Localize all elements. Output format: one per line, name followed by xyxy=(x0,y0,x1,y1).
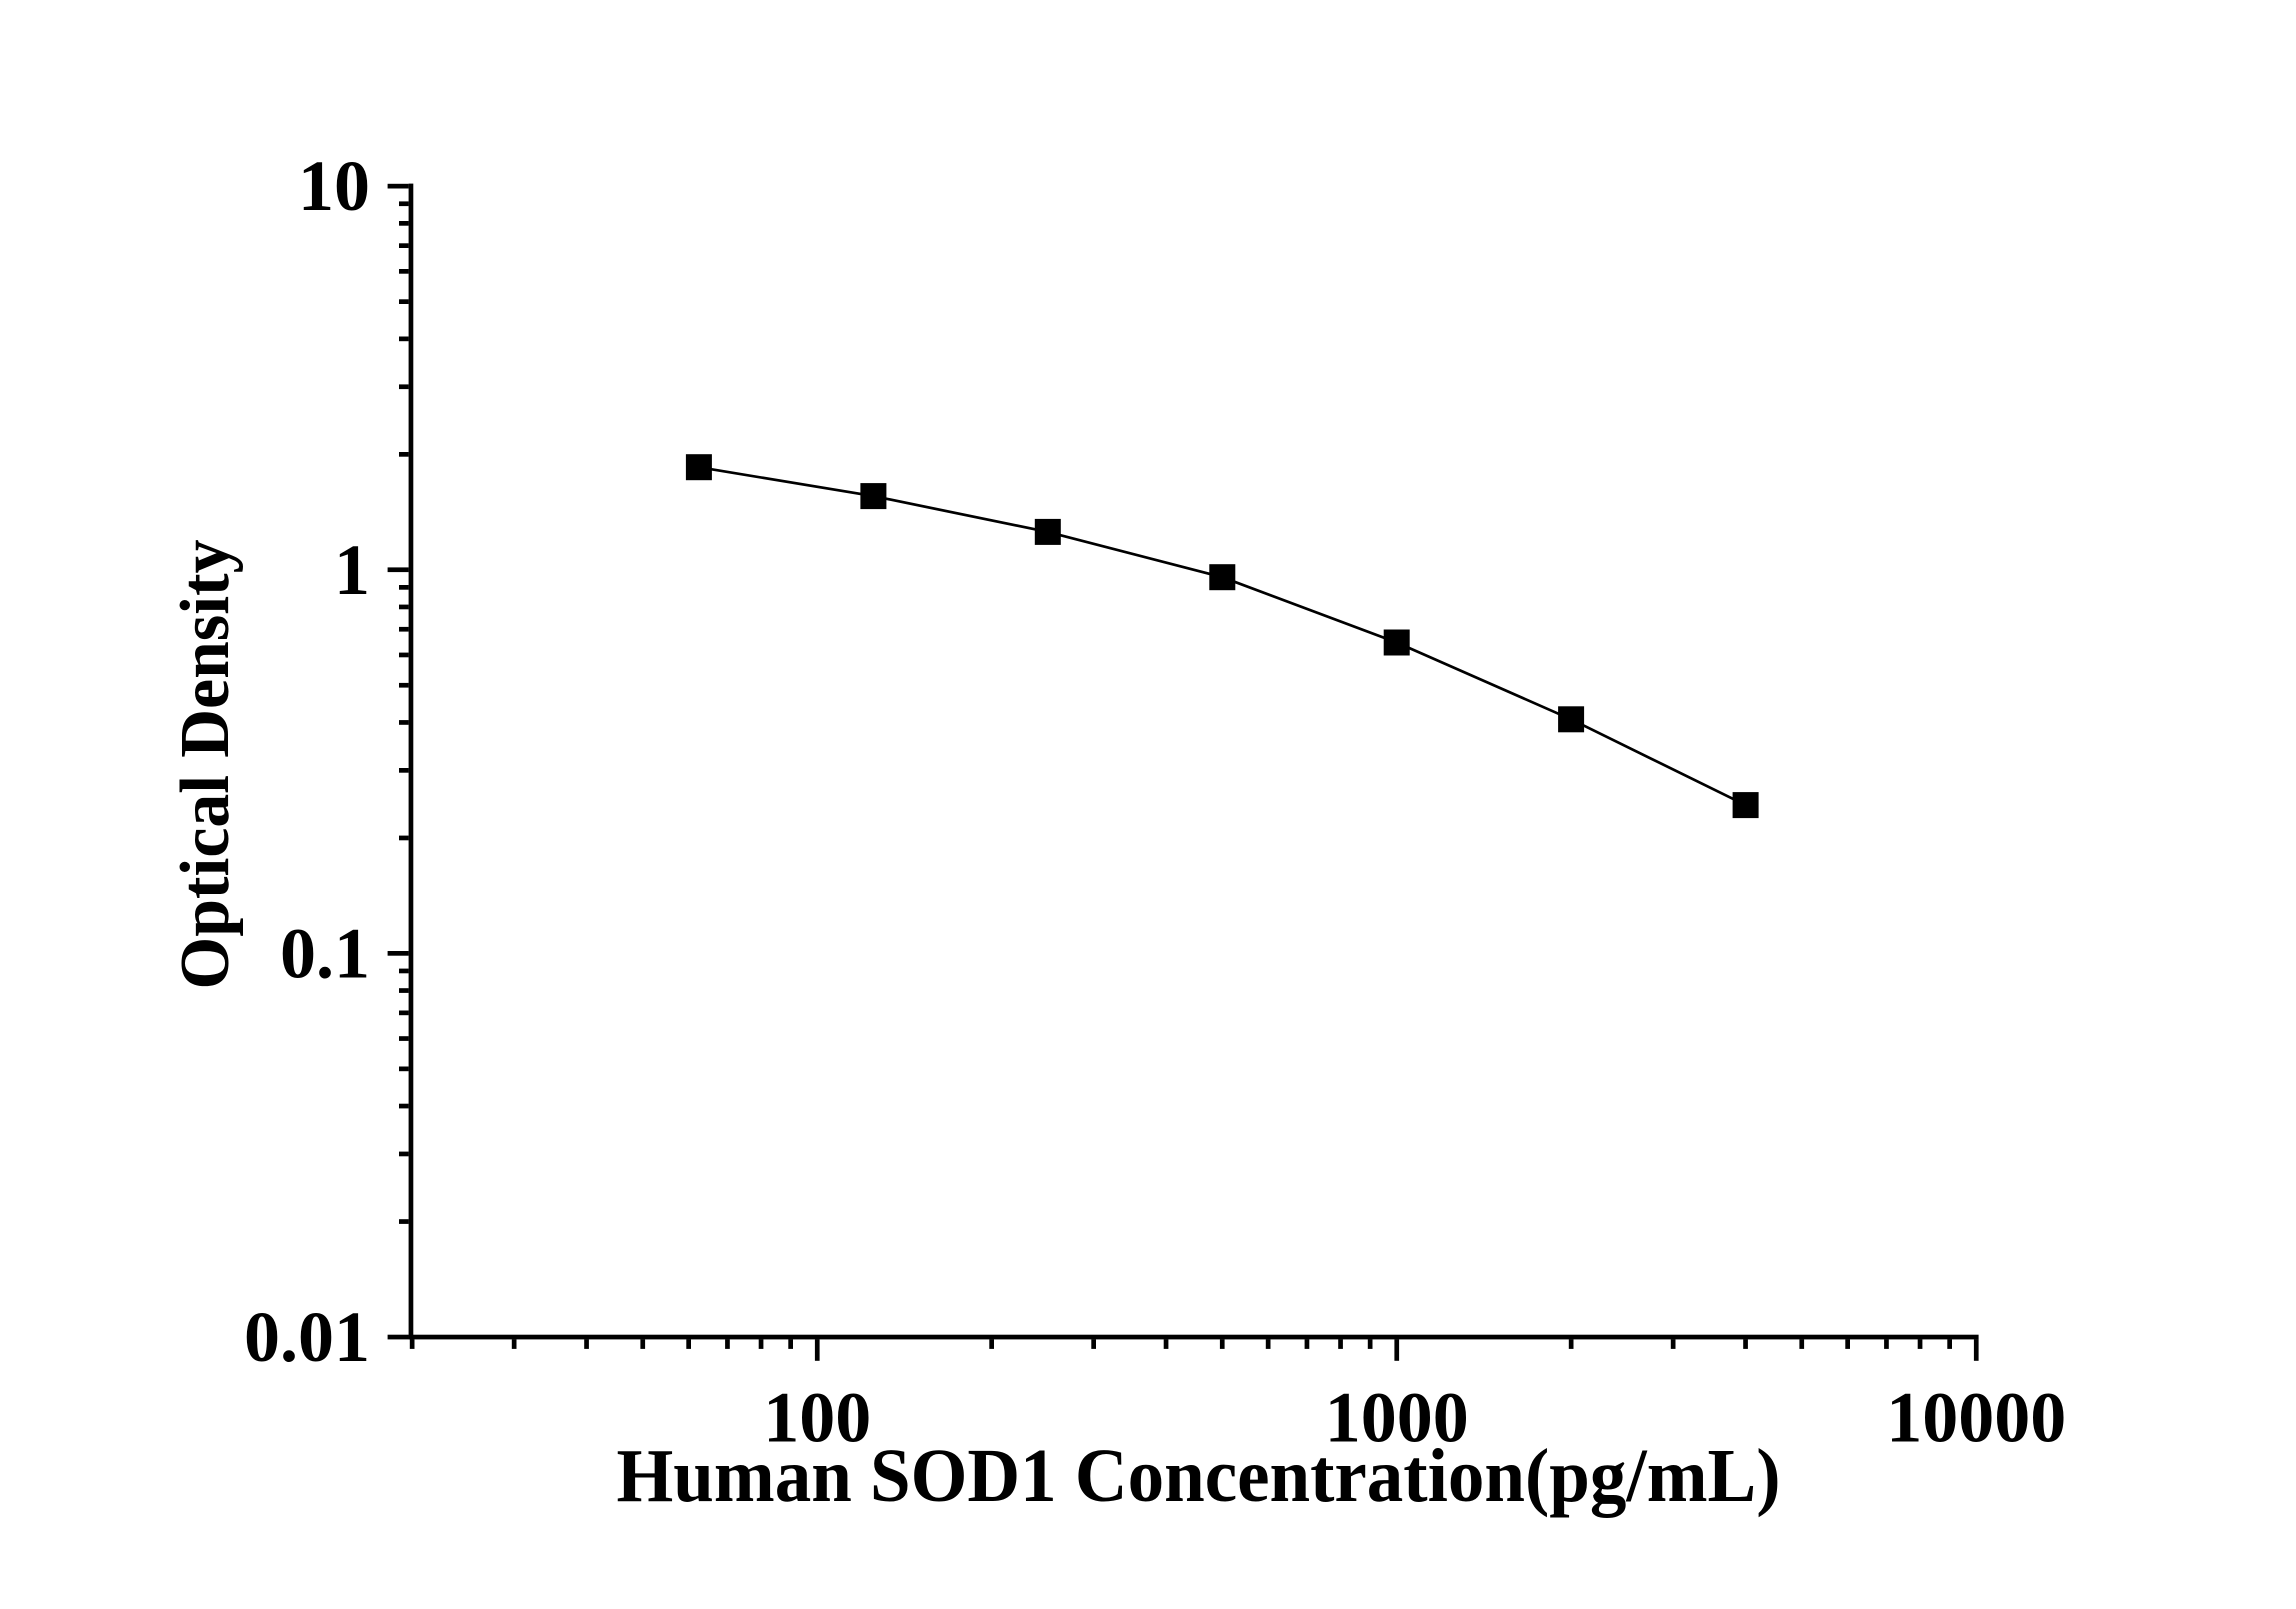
svg-text:100: 100 xyxy=(763,1378,871,1458)
svg-text:0.01: 0.01 xyxy=(244,1297,370,1377)
svg-text:Optical Density: Optical Density xyxy=(167,540,244,990)
svg-text:Human SOD1 Concentration(pg/mL: Human SOD1 Concentration(pg/mL) xyxy=(617,1434,1781,1518)
svg-text:10000: 10000 xyxy=(1886,1378,2066,1458)
svg-text:0.1: 0.1 xyxy=(280,913,370,993)
svg-text:1000: 1000 xyxy=(1325,1378,1469,1458)
svg-text:10: 10 xyxy=(298,146,370,226)
svg-text:1: 1 xyxy=(334,530,370,610)
